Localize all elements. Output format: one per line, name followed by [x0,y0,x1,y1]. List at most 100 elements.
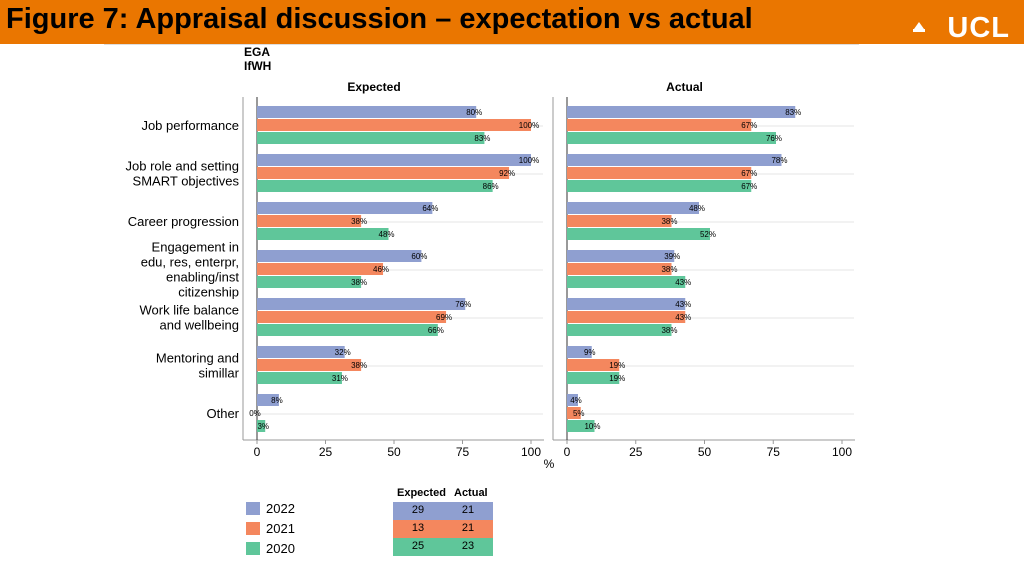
data-label: 31% [332,374,348,383]
table-cell-actual: 23 [461,540,475,552]
data-label: 38% [351,278,367,287]
bar [257,372,342,384]
x-tick-label: 75 [767,445,781,459]
org-label-ifwh: IfWH [244,59,272,73]
bar [257,154,531,166]
data-label: 38% [661,217,677,226]
category-label: Other [206,406,239,421]
bar [257,276,362,288]
data-label: 66% [428,326,444,335]
category-label: SMART objectives [133,174,240,189]
data-label: 19% [609,361,625,370]
ucl-portico-icon-base [913,29,925,32]
category-label: Mentoring and [156,351,239,366]
bar [567,346,592,358]
x-tick-label: 75 [456,445,470,459]
category-label: Career progression [128,214,239,229]
data-label: 100% [519,156,539,165]
bar [567,250,675,262]
data-label: 38% [351,361,367,370]
x-tick-label: 0 [564,445,571,459]
data-label: 8% [271,396,283,405]
category-label: Engagement in [152,240,239,255]
data-label: 38% [351,217,367,226]
legend-swatch-2021 [246,522,260,535]
table-row-2021: 13 21 [393,520,493,538]
data-label: 38% [661,326,677,335]
data-label: 76% [766,134,782,143]
data-label: 92% [499,169,515,178]
panel-title: Actual [666,80,703,94]
bar [257,132,485,144]
bar [567,394,578,406]
data-label: 86% [483,182,499,191]
data-label: 100% [519,121,539,130]
data-label: 3% [257,422,269,431]
panel-title: Expected [347,80,400,94]
data-label: 0% [249,409,261,418]
category-label: Work life balance [140,303,239,318]
ucl-portico-icon [914,22,924,29]
bar [257,311,447,323]
data-label: 48% [379,230,395,239]
data-label: 19% [609,374,625,383]
page-title: Figure 7: Appraisal discussion – expecta… [6,3,753,35]
table-cell-expected: 29 [411,504,425,516]
title-underline [104,44,859,45]
data-label: 64% [422,204,438,213]
data-label: 4% [570,396,582,405]
x-tick-label: 100 [832,445,852,459]
category-label: and wellbeing [159,318,239,333]
data-label: 52% [700,230,716,239]
bar [567,228,710,240]
title-bar [0,0,1024,44]
legend-swatch-2022 [246,502,260,515]
legend-label-2021: 2021 [266,521,295,536]
bar [257,359,362,371]
bar [257,119,531,131]
data-label: 48% [689,204,705,213]
bar [567,132,776,144]
category-label: enabling/inst [166,270,239,285]
bar [257,106,477,118]
data-label: 5% [573,409,585,418]
bar [567,263,672,275]
x-tick-label: 25 [629,445,643,459]
data-label: 32% [335,348,351,357]
bar [257,394,279,406]
data-label: 10% [584,422,600,431]
bar [567,276,686,288]
legend-swatch-2020 [246,542,260,555]
bar [257,202,433,214]
bar [567,154,782,166]
table-cell-expected: 25 [411,540,425,552]
bar [567,311,686,323]
table-cell-actual: 21 [461,504,475,516]
bar [567,180,752,192]
bar [257,420,266,432]
bar [567,298,686,310]
bar [257,346,345,358]
data-label: 46% [373,265,389,274]
data-label: 39% [664,252,680,261]
bar [257,215,362,227]
data-label: 38% [661,265,677,274]
table-header-actual: Actual [454,487,488,499]
data-label: 9% [584,348,596,357]
bar [567,215,672,227]
data-label: 78% [771,156,787,165]
table-row-2020: 25 23 [393,538,493,556]
x-tick-label: 100 [521,445,541,459]
data-label: 76% [455,300,471,309]
data-label: 67% [741,169,757,178]
x-axis-label: % [544,457,555,471]
bar [567,407,581,419]
bar [567,324,672,336]
bar [567,372,620,384]
bar [257,298,466,310]
legend-label-2022: 2022 [266,501,295,516]
x-tick-label: 25 [319,445,333,459]
data-label: 83% [785,108,801,117]
table-header-expected: Expected [397,487,446,499]
